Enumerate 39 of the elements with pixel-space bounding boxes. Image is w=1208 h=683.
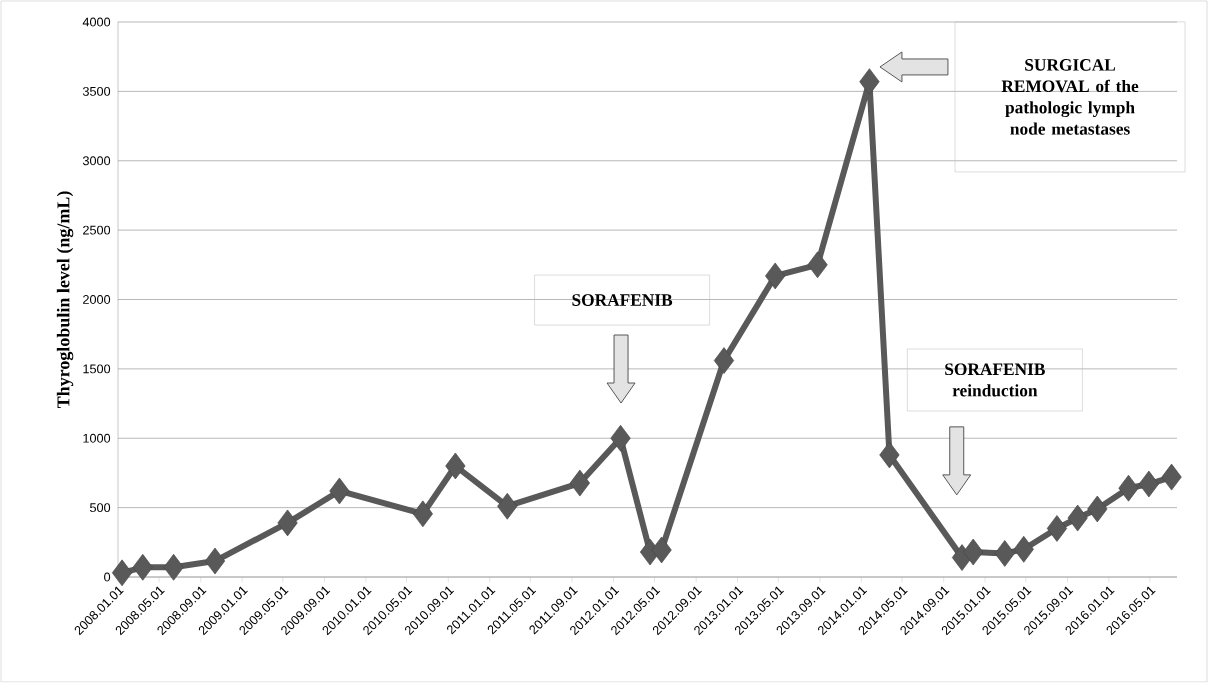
y-tick-label: 3500: [82, 86, 111, 96]
point: [1067, 504, 1088, 532]
y-tick-label: 1500: [83, 364, 111, 374]
y-tick-label: 1000: [83, 433, 111, 443]
y-tick-label: 500: [89, 503, 111, 513]
point: [963, 538, 984, 566]
y-tick-label: 2000: [83, 295, 111, 304]
point: [713, 347, 735, 374]
point: [445, 452, 466, 480]
point: [879, 441, 900, 469]
point: [610, 424, 631, 452]
annotation: SORAFENIB reinduction: [945, 363, 1045, 397]
y-tick-label: 0: [104, 572, 111, 582]
point: [1138, 470, 1159, 498]
point: [859, 68, 880, 96]
point: [1118, 474, 1139, 502]
point: [412, 500, 433, 528]
point: [111, 559, 133, 587]
annotation: SORAFENIB: [572, 294, 673, 306]
point: [651, 536, 672, 564]
point: [497, 492, 518, 520]
point: [1087, 495, 1108, 523]
y-tick-label: 2500: [83, 225, 111, 235]
point: [1013, 535, 1034, 563]
point: [163, 553, 184, 581]
point: [1046, 515, 1068, 542]
point: [807, 251, 828, 279]
point: [994, 540, 1015, 567]
point: [765, 262, 786, 290]
y-tick-label: 4000: [82, 17, 111, 27]
point: [1161, 463, 1182, 491]
point: [569, 469, 590, 497]
point: [132, 553, 153, 581]
y-axis-title: Thyroglobulin level (ng/mL): [56, 191, 74, 409]
annotation: SURGICAL REMOVAL of the pathologic lymph node metastases: [1001, 59, 1139, 135]
point: [204, 547, 226, 575]
point: [277, 509, 298, 537]
point: [329, 477, 350, 505]
y-tick-label: 3000: [82, 156, 111, 166]
